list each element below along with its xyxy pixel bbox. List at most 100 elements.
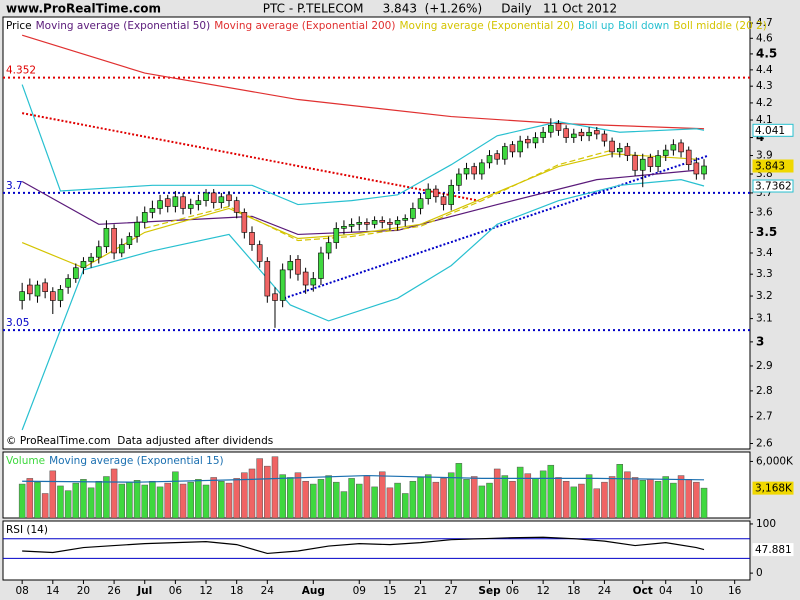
x-tick-label: 06: [169, 585, 183, 597]
y-tick-label: 2.8: [756, 385, 773, 397]
y-tick-label: 100: [756, 518, 776, 530]
candle-body: [417, 198, 424, 209]
candle-body: [678, 142, 684, 153]
indicator-line: [21, 169, 697, 236]
volume-bar: [256, 458, 263, 518]
volume-bar: [455, 463, 463, 518]
level-label: 3.05: [6, 317, 29, 329]
legend-entry: Boll up: [578, 20, 614, 32]
trend-line: [21, 112, 479, 202]
volume-bar: [317, 479, 325, 518]
plot-area: [18, 456, 708, 518]
candle-body: [517, 140, 523, 153]
volume-bar: [149, 480, 156, 518]
candle-body: [616, 147, 623, 153]
x-tick-label: 10: [690, 585, 703, 597]
candle-body: [80, 261, 87, 269]
volume-bar: [279, 474, 286, 518]
volume-bar: [378, 471, 386, 518]
legend-entry: Moving average (Exponential 200): [214, 20, 395, 32]
volume-bar: [64, 490, 72, 518]
x-tick-label: 24: [261, 585, 275, 597]
volume-bar: [133, 480, 141, 518]
candle-body: [586, 131, 592, 137]
y-tick-label: 0: [756, 567, 763, 579]
x-tick-label: 08: [15, 585, 28, 597]
y-tick-label: 3.3: [756, 268, 773, 280]
legend-entry: Moving average (Exponential 15): [49, 455, 224, 467]
candle-body: [27, 284, 33, 295]
candle-body: [655, 155, 661, 167]
volume-bar: [110, 468, 118, 518]
candle-body: [325, 242, 332, 254]
candle-body: [425, 188, 432, 200]
candle-body: [609, 140, 615, 153]
candle-body: [180, 196, 186, 209]
candle-body: [693, 162, 700, 175]
last-value-label: 3.7362: [755, 181, 792, 193]
volume-bar: [310, 483, 317, 518]
legend-entry: RSI (14): [6, 524, 48, 536]
volume-bar: [624, 471, 631, 518]
volume-bar: [670, 482, 677, 518]
volume-bar: [80, 479, 87, 518]
volume-bar: [562, 480, 570, 518]
volume-bar: [218, 480, 225, 518]
x-tick-label: 15: [383, 585, 396, 597]
candle-body: [241, 212, 248, 233]
volume-bar: [233, 478, 240, 518]
volume-bar: [417, 477, 424, 518]
y-tick-label: 3.4: [756, 247, 773, 259]
volume-bar: [386, 487, 394, 518]
trend-line: [283, 154, 709, 300]
legend-entry: Boll middle (20 2): [673, 20, 767, 32]
volume-bar: [432, 481, 440, 518]
volume-bar: [356, 483, 363, 518]
candle-body: [402, 218, 409, 221]
candle-body: [601, 133, 608, 142]
last-value-box: [752, 123, 794, 137]
y-tick-label: 4.2: [756, 97, 773, 109]
volume-bar: [532, 478, 539, 518]
site-name: www.ProRealTime.com: [6, 2, 161, 16]
volume-bar: [187, 481, 194, 518]
y-tick-label: 4.1: [756, 114, 773, 126]
legend-entry: Boll down: [618, 20, 669, 32]
candle-body: [95, 246, 102, 258]
volume-bar: [294, 472, 302, 518]
volume-bar: [95, 480, 103, 518]
panel: [2, 520, 751, 581]
last-value-box: [752, 179, 794, 193]
candle-body: [195, 200, 202, 205]
candle-body: [57, 289, 64, 301]
candle-body: [302, 271, 309, 286]
volume-bar: [156, 486, 164, 518]
volume-bar: [72, 482, 80, 518]
last-value-box: [752, 481, 794, 495]
volume-bar: [34, 481, 41, 518]
level-label: 4.352: [6, 65, 36, 77]
candle-body: [187, 204, 194, 209]
volume-bar: [601, 481, 608, 518]
volume-bar: [516, 466, 524, 518]
indicator-line: [21, 153, 697, 269]
volume-bar: [486, 482, 493, 518]
indicator-line: [22, 536, 705, 555]
last-value-label: 3.843: [755, 160, 785, 172]
candle-body: [494, 153, 500, 160]
volume-bar: [654, 480, 662, 518]
x-tick-label: 20: [77, 585, 90, 597]
volume-bar: [401, 493, 409, 518]
plot-area: [3, 536, 750, 559]
candle-body: [34, 284, 41, 297]
volume-bar: [700, 487, 708, 518]
x-tick-label: 12: [199, 585, 212, 597]
candle-body: [685, 149, 692, 166]
candle-body: [570, 133, 577, 138]
candle-body: [563, 128, 569, 138]
volume-bar: [539, 470, 547, 518]
x-tick-label: Oct: [633, 585, 653, 597]
candle-body: [525, 139, 531, 144]
candle-body: [341, 226, 347, 229]
